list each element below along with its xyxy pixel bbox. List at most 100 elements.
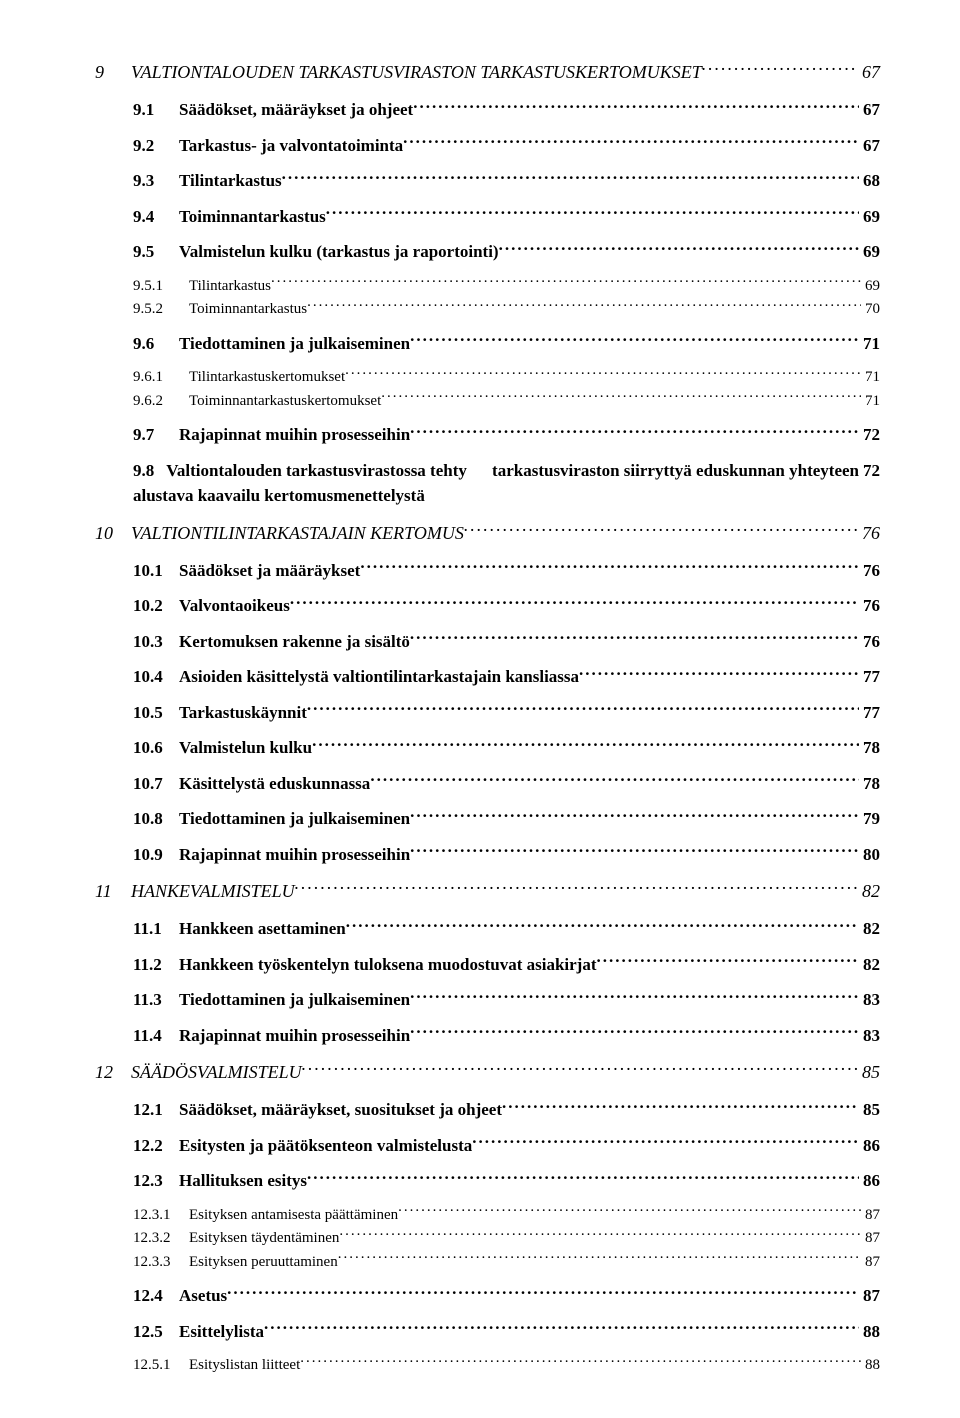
toc-page: 87 [861,1251,880,1274]
toc-leader [227,1284,859,1301]
toc-number: 10.5 [133,700,179,726]
toc-entry: 10.1Säädökset ja määräykset76 [95,558,880,584]
toc-leader [295,879,858,897]
toc-entry: 9.1Säädökset, määräykset ja ohjeet67 [95,97,880,123]
toc-page: 80 [859,842,880,868]
toc-number: 10.2 [133,593,179,619]
toc-title: VALTIONTILINTARKASTAJAIN KERTOMUS [131,520,464,547]
toc-number: 9.3 [133,168,179,194]
toc-title: Esittelylista [179,1319,264,1345]
toc-number: 10.4 [133,664,179,690]
toc-title-cont: tarkastusviraston siirryttyä eduskunnan … [492,458,859,484]
toc-leader [360,559,859,576]
toc-leader [410,988,859,1005]
toc-entry: 11HANKEVALMISTELU82 [95,878,880,905]
toc-leader [410,807,859,824]
toc-number: 12.3.3 [133,1251,189,1274]
toc-leader [300,1354,861,1369]
toc-leader [345,366,861,381]
toc-entry: 10.3Kertomuksen rakenne ja sisältö76 [95,629,880,655]
toc-leader [502,1098,859,1115]
toc-leader [271,275,861,290]
toc-title: Säädökset, määräykset, suositukset ja oh… [179,1097,502,1123]
toc-number: 9.6.2 [133,390,189,413]
toc-page: 79 [859,806,880,832]
toc-leader [339,1227,861,1242]
toc-entry: 9.5.1Tilintarkastus69 [95,275,880,298]
toc-title: Tiedottaminen ja julkaiseminen [179,331,410,357]
toc-number: 11 [95,878,131,905]
toc-entry: 12.3.1Esityksen antamisesta päättäminen 8… [95,1204,880,1227]
toc-page: 68 [859,168,880,194]
toc-entry: 9.7Rajapinnat muihin prosesseihin72 [95,422,880,448]
toc-title: Valmistelun kulku (tarkastus ja raportoi… [179,239,499,265]
toc-leader [370,772,859,789]
toc-page: 82 [859,952,880,978]
toc-number: 11.1 [133,916,179,942]
toc-entry: 12.5Esittelylista88 [95,1319,880,1345]
toc-title: Tiedottaminen ja julkaiseminen [179,987,410,1013]
toc-number: 9.5.2 [133,298,189,321]
toc-entry: 11.1Hankkeen asettaminen82 [95,916,880,942]
toc-leader [410,1024,859,1041]
toc-number: 9.7 [133,422,179,448]
toc-page: 85 [859,1097,880,1123]
toc-page: 69 [861,275,880,298]
toc-entry: 12.3.2Esityksen täydentäminen87 [95,1227,880,1250]
toc-entry: 9.4Toiminnantarkastus69 [95,204,880,230]
toc-number: 9.6 [133,331,179,357]
toc-leader [282,169,859,186]
toc-leader [307,701,859,718]
toc-entry: 12.4Asetus87 [95,1283,880,1309]
toc-number: 11.3 [133,987,179,1013]
toc-title: SÄÄDÖSVALMISTELU [131,1059,302,1086]
toc-title: HANKEVALMISTELU [131,878,295,905]
toc-number: 9 [95,59,131,86]
toc-number: 10.8 [133,806,179,832]
toc-number: 12.1 [133,1097,179,1123]
toc-number: 10 [95,520,131,547]
toc-title: Tilintarkastus [179,168,282,194]
toc-page: 76 [859,593,880,619]
toc-page: 88 [861,1354,880,1377]
toc-title: Rajapinnat muihin prosesseihin [179,842,410,868]
toc-number: 12.3 [133,1168,179,1194]
toc-title: Rajapinnat muihin prosesseihin [179,422,410,448]
toc-number: 10.3 [133,629,179,655]
toc-number: 11.4 [133,1023,179,1049]
toc-title: Valmistelun kulku [179,735,312,761]
toc-page: 86 [859,1133,880,1159]
toc-entry: 12SÄÄDÖSVALMISTELU85 [95,1059,880,1086]
toc-leader [307,1169,859,1186]
toc-number: 11.2 [133,952,179,978]
toc-entry: 10VALTIONTILINTARKASTAJAIN KERTOMUS76 [95,520,880,547]
toc-entry: 9.3Tilintarkastus 68 [95,168,880,194]
toc-entry: 9.5Valmistelun kulku (tarkastus ja rapor… [95,239,880,265]
toc-page: 72 [859,458,880,484]
toc-number: 12.3.2 [133,1227,189,1250]
toc-leader [381,390,861,405]
toc-page: 87 [861,1204,880,1227]
toc-page: 71 [861,366,880,389]
toc-page: 69 [859,204,880,230]
toc-title: Tiedottaminen ja julkaiseminen [179,806,410,832]
toc-leader [290,594,859,611]
toc-page: 76 [859,558,880,584]
toc-number: 9.6.1 [133,366,189,389]
toc-leader [410,332,859,349]
toc-page: 69 [859,239,880,265]
toc-number: 9.2 [133,133,179,159]
toc-title: Esityksen antamisesta päättäminen [189,1204,398,1227]
toc-number: 10.1 [133,558,179,584]
toc-number: 12.3.1 [133,1204,189,1227]
toc-leader [579,665,859,682]
toc-page: 83 [859,987,880,1013]
toc-title: Toiminnantarkastus [189,298,307,321]
toc-leader [338,1251,861,1266]
toc-leader [346,917,859,934]
toc-leader [410,843,859,860]
toc-entry: 9.2Tarkastus- ja valvontatoiminta67 [95,133,880,159]
toc-page: 71 [861,390,880,413]
toc-entry: 12.3Hallituksen esitys86 [95,1168,880,1194]
toc-entry: 9.6Tiedottaminen ja julkaiseminen71 [95,331,880,357]
